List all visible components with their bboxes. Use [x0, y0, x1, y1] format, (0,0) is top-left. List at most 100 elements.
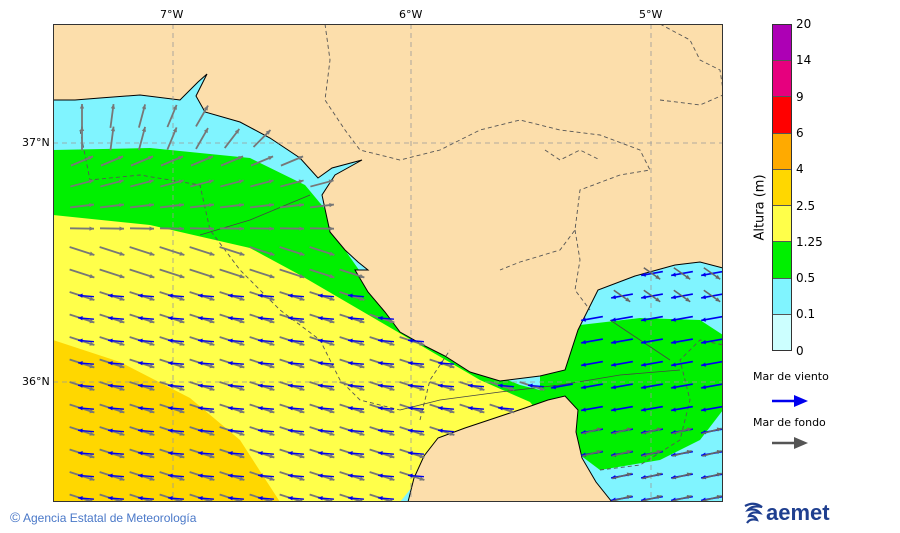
swell-arrow [582, 449, 602, 457]
swell-arrow [612, 472, 632, 480]
wind-sea-arrow [347, 361, 365, 366]
wind-sea-arrow [227, 406, 245, 411]
wind-sea-arrow [377, 406, 395, 411]
colorbar-tick: 2.5 [796, 198, 816, 213]
swell-arrow [69, 246, 95, 256]
swell-arrow [129, 268, 155, 279]
wind-sea-arrow [671, 383, 693, 390]
wind-sea-arrow [77, 316, 95, 321]
wind-sea-arrow [227, 473, 245, 478]
wind-sea-arrow [197, 293, 215, 298]
wind-sea-arrow [317, 451, 335, 456]
wind-sea-arrow [377, 383, 395, 388]
swell-arrow [673, 267, 691, 280]
wind-sea-arrow [317, 473, 335, 478]
swell-arrow [279, 268, 305, 279]
wind-sea-arrow [287, 383, 305, 388]
swell-arrow [129, 202, 155, 209]
wind-sea-arrow [197, 383, 215, 388]
swell-arrow [195, 105, 209, 127]
swell-arrow [219, 226, 245, 231]
wind-sea-arrow [611, 383, 633, 390]
swell-arrow [159, 226, 185, 231]
swell-arrow [109, 126, 116, 151]
swell-arrow [702, 427, 722, 435]
swell-arrow [672, 472, 692, 480]
wind-sea-arrow [641, 315, 663, 322]
wind-sea-arrow [581, 338, 603, 345]
sea-boundaries [199, 194, 681, 411]
lon-label-5w: 5°W [639, 8, 663, 21]
wind-sea-arrow [287, 473, 305, 478]
wind-sea-arrow [107, 293, 125, 298]
wind-sea-arrow [497, 406, 515, 411]
wind-sea-arrow [167, 293, 185, 298]
wind-sea-arrow [407, 451, 425, 456]
wind-sea-arrow [77, 338, 95, 343]
wind-sea-arrow [287, 428, 305, 433]
wind-sea-arrow [107, 338, 125, 343]
wind-sea-arrow [701, 405, 723, 412]
wind-sea-arrow [287, 338, 305, 343]
swell-arrow [309, 268, 335, 279]
wind-sea-arrow [287, 361, 305, 366]
wind-sea-arrow [167, 473, 185, 478]
swell-arrow [612, 427, 632, 435]
swell-arrow [190, 155, 214, 167]
swell-arrow [703, 267, 721, 280]
legend-swell-label: Mar de fondo [753, 416, 826, 429]
wind-sea-arrow [581, 360, 603, 367]
swell-arrow [138, 126, 147, 151]
wind-sea-arrow [701, 338, 723, 345]
wind-sea-arrow [197, 451, 215, 456]
wind-sea-arrow [347, 338, 365, 343]
swell-arrow [79, 104, 85, 128]
wind-sea-arrow [197, 406, 215, 411]
wind-sea-arrow [167, 338, 185, 343]
wind-sea-arrow [377, 428, 395, 433]
wind-sea-arrow [107, 428, 125, 433]
wind-sea-arrow [611, 405, 633, 412]
wind-sea-arrow [167, 361, 185, 366]
wind-sea-arrow [317, 293, 335, 298]
wind-sea-arrow [107, 316, 125, 321]
wind-sea-arrow [137, 406, 155, 411]
swell-arrow [249, 268, 275, 279]
colorbar-bin-0.5-1.25 [773, 241, 791, 278]
wind-sea-arrow [377, 338, 395, 343]
wind-sea-arrow [77, 361, 95, 366]
swell-arrow [109, 103, 116, 129]
swell-arrow [160, 179, 184, 188]
swell-arrow [159, 202, 185, 209]
swell-arrow [250, 155, 274, 167]
colorbar-tick: 14 [796, 53, 812, 68]
wind-sea-arrow [137, 293, 155, 298]
swell-arrow [643, 267, 661, 280]
swell-arrow [70, 179, 94, 188]
swell-arrow [582, 427, 602, 435]
lat-label-37n: 37°N [22, 136, 50, 149]
swell-arrow [99, 268, 125, 279]
swell-arrow [189, 246, 215, 256]
agency-name: Agencia Estatal de Meteorología [23, 511, 197, 525]
wind-sea-arrow [137, 316, 155, 321]
map-frame [53, 24, 723, 502]
wind-sea-arrow [641, 338, 663, 345]
wind-sea-arrow [407, 406, 425, 411]
swell-arrow [309, 226, 335, 231]
wind-sea-arrow [317, 406, 335, 411]
wind-sea-arrow [287, 451, 305, 456]
wind-sea-arrow [377, 496, 395, 501]
swell-arrow [702, 472, 722, 480]
wind-sea-arrow [77, 406, 95, 411]
colorbar-tick: 20 [796, 17, 812, 31]
wind-sea-arrow [551, 383, 573, 390]
swell-arrow [129, 246, 155, 256]
swell-arrow [280, 155, 304, 167]
swell-arrow [672, 449, 692, 457]
wind-sea-arrow [257, 316, 275, 321]
wind-sea-arrow [317, 338, 335, 343]
wind-sea-arrow [581, 315, 603, 322]
wind-sea-arrow [167, 406, 185, 411]
colorbar-bin-14-20 [773, 25, 791, 61]
